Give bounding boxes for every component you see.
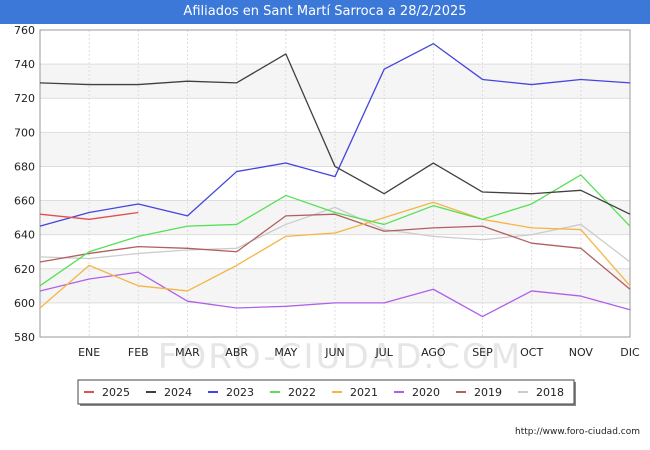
grid-lines: [39, 29, 631, 338]
legend-box: [77, 379, 575, 405]
y-tick-label: 740: [14, 58, 35, 71]
x-tick-label: MAR: [175, 346, 200, 359]
x-tick-label: FEB: [128, 346, 149, 359]
y-tick-label: 640: [14, 229, 35, 242]
y-tick-label: 680: [14, 160, 35, 173]
legend-label-2023: 2023: [226, 386, 254, 399]
y-tick-label: 720: [14, 92, 35, 105]
x-tick-label: OCT: [520, 346, 543, 359]
y-tick-label: 760: [14, 24, 35, 37]
y-tick-label: 660: [14, 195, 35, 208]
series-line-2022: [39, 174, 631, 287]
legend-label-2021: 2021: [350, 386, 378, 399]
legend-label-2020: 2020: [412, 386, 440, 399]
x-tick-label: ABR: [225, 346, 248, 359]
footer-url: http://www.foro-ciudad.com: [515, 427, 640, 437]
series-line-2021: [39, 201, 631, 309]
legend-label-2019: 2019: [474, 386, 502, 399]
legend-label-2022: 2022: [288, 386, 316, 399]
x-axis-ticks: ENE FEB MAR ABR MAY JUN JUL AGO SEP OCT NOV DIC: [78, 346, 640, 359]
x-tick-label: MAY: [274, 346, 297, 359]
series-line-2019: [39, 213, 631, 290]
x-tick-label: DIC: [620, 346, 640, 359]
y-tick-label: 700: [14, 126, 35, 139]
legend-label-2025: 2025: [102, 386, 130, 399]
series-line-2024: [39, 53, 631, 215]
chart-title: Afiliados en Sant Martí Sarroca a 28/2/2…: [0, 0, 650, 24]
series-line-2025: [39, 211, 139, 220]
x-tick-label: AGO: [421, 346, 446, 359]
series-line-2023: [39, 42, 631, 227]
series-line-2020: [39, 271, 631, 318]
x-tick-label: JUL: [374, 346, 393, 359]
legend-label-2024: 2024: [164, 386, 192, 399]
legend-label-2018: 2018: [536, 386, 564, 399]
x-tick-label: ENE: [78, 346, 100, 359]
grid-band: [40, 132, 630, 167]
legend: 2025 2024 2023 2022 2021 2020 2019 2018: [77, 379, 576, 406]
y-tick-label: 580: [14, 331, 35, 344]
grid-band: [40, 64, 630, 99]
plot-border: [39, 29, 631, 338]
series-lines: [39, 42, 631, 318]
x-tick-label: SEP: [472, 346, 493, 359]
x-tick-label: NOV: [569, 346, 594, 359]
watermark: FORO-CIUDAD.COM: [158, 337, 522, 377]
y-axis-ticks: 580 600 620 640 660 680 700 720 740 760: [14, 24, 35, 344]
series-line-2018: [39, 206, 631, 263]
x-tick-label: JUN: [324, 346, 345, 359]
y-tick-label: 620: [14, 263, 35, 276]
y-tick-label: 600: [14, 297, 35, 310]
